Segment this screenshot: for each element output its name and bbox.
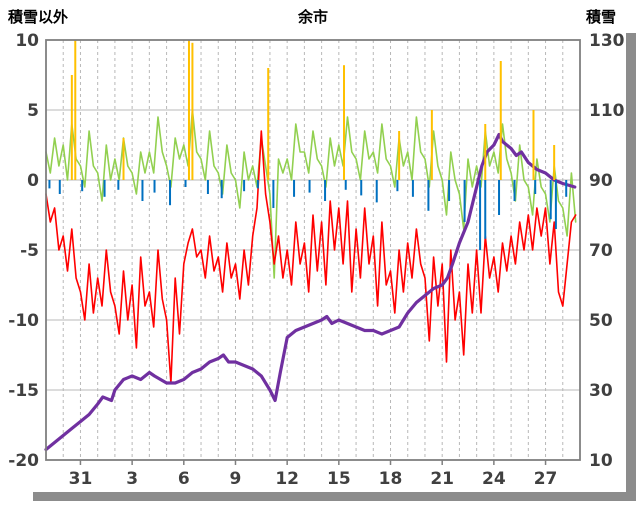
svg-text:130: 130 bbox=[589, 31, 625, 51]
chart-title: 余市 bbox=[297, 8, 328, 26]
svg-text:5: 5 bbox=[27, 101, 39, 121]
svg-text:110: 110 bbox=[589, 101, 625, 121]
svg-text:24: 24 bbox=[482, 469, 506, 489]
svg-text:-10: -10 bbox=[8, 311, 39, 331]
svg-text:9: 9 bbox=[230, 469, 242, 489]
svg-text:90: 90 bbox=[589, 171, 613, 191]
svg-text:18: 18 bbox=[379, 469, 403, 489]
svg-text:12: 12 bbox=[275, 469, 299, 489]
svg-text:30: 30 bbox=[589, 381, 613, 401]
svg-text:0: 0 bbox=[27, 171, 39, 191]
svg-text:21: 21 bbox=[430, 469, 454, 489]
svg-text:-5: -5 bbox=[20, 241, 39, 261]
right-axis-title: 積雪 bbox=[585, 8, 616, 26]
svg-text:6: 6 bbox=[178, 469, 190, 489]
svg-text:15: 15 bbox=[327, 469, 351, 489]
svg-text:-15: -15 bbox=[8, 381, 39, 401]
svg-text:-20: -20 bbox=[8, 451, 39, 471]
svg-text:31: 31 bbox=[69, 469, 93, 489]
svg-text:50: 50 bbox=[589, 311, 613, 331]
left-axis-title: 積雪以外 bbox=[8, 8, 69, 26]
chart-shadow-bottom bbox=[33, 492, 636, 501]
svg-text:70: 70 bbox=[589, 241, 613, 261]
svg-text:10: 10 bbox=[589, 451, 613, 471]
svg-text:27: 27 bbox=[534, 469, 558, 489]
chart-shadow-right bbox=[626, 33, 636, 501]
svg-text:3: 3 bbox=[126, 469, 138, 489]
svg-text:10: 10 bbox=[15, 31, 39, 51]
